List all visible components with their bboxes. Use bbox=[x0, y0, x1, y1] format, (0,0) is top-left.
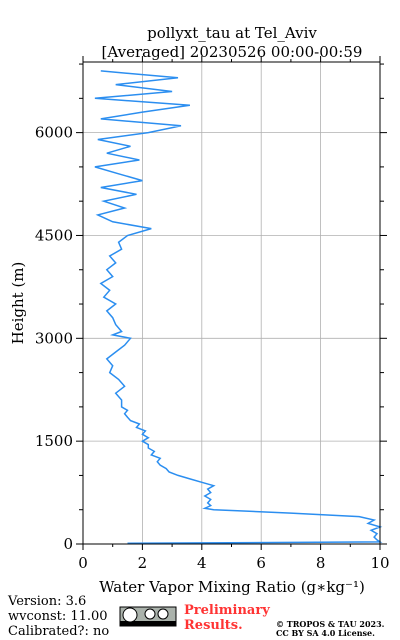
y-tick-label: 0 bbox=[63, 535, 73, 553]
profile-line bbox=[94, 70, 383, 545]
plot-frame bbox=[82, 61, 381, 545]
y-axis-label: Height (m) bbox=[9, 262, 27, 345]
license-badge bbox=[119, 606, 177, 627]
chart-title: pollyxt_tau at Tel_Aviv bbox=[147, 24, 317, 42]
x-tick-label: 4 bbox=[197, 554, 207, 572]
version: Version: 3.6 bbox=[7, 594, 86, 609]
y-tick-label: 1500 bbox=[35, 432, 73, 450]
x-tick-label: 8 bbox=[316, 554, 326, 572]
calibrated: Calibrated?: no bbox=[8, 624, 109, 639]
y-tick-label: 6000 bbox=[35, 124, 73, 142]
x-tick-label: 2 bbox=[138, 554, 148, 572]
y-tick-label: 3000 bbox=[35, 329, 73, 347]
x-tick-label: 0 bbox=[78, 554, 88, 572]
y-tick-label: 4500 bbox=[35, 226, 73, 244]
copyright: © TROPOS & TAU 2023. bbox=[276, 619, 385, 629]
preliminary: Results. bbox=[184, 618, 243, 633]
chart-title: [Averaged] 20230526 00:00-00:59 bbox=[102, 43, 363, 61]
copyright: CC BY SA 4.0 License. bbox=[276, 628, 375, 638]
x-tick-label: 6 bbox=[256, 554, 266, 572]
wvconst: wvconst: 11.00 bbox=[8, 609, 108, 624]
x-axis-label: Water Vapor Mixing Ratio (g∗kg⁻¹) bbox=[99, 578, 365, 596]
preliminary: Preliminary bbox=[184, 603, 270, 618]
x-tick-label: 10 bbox=[370, 554, 389, 572]
